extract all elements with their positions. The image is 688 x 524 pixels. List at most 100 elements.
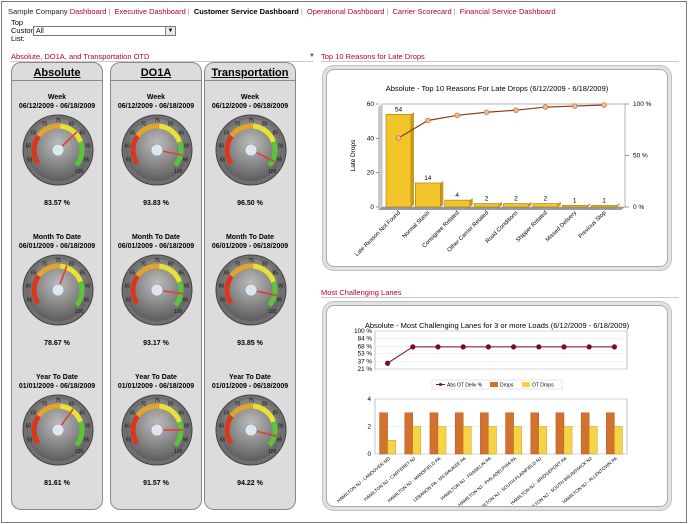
gauge-tick-label: 85 <box>178 130 184 136</box>
gauge-value: 93.85 % <box>237 340 263 347</box>
nav-financial-service-dashboard[interactable]: Financial Service Dashboard <box>459 7 556 16</box>
y2-tick-label: 100 % <box>633 101 652 108</box>
gauge-period: Year To Date <box>135 374 177 381</box>
gauge-band-yellow <box>59 123 83 143</box>
lane-y-tick-label: 53 % <box>358 351 373 358</box>
gauge: 55 60 65 70 75 80 85 90 95 100 <box>21 393 95 467</box>
gauge-tick-label: 55 <box>126 437 132 443</box>
breadcrumb-nav: Sample Company Dashboard | Executive Dash… <box>8 7 556 16</box>
gauge-tick-label: 85 <box>178 410 184 416</box>
gauge-tick-label: 55 <box>27 297 33 303</box>
gauge-tick-label: 100 <box>75 309 84 315</box>
gauge-hub <box>51 283 65 297</box>
gauge-tick-label: 100 <box>174 169 183 175</box>
gauge-tick-label: 60 <box>26 283 32 289</box>
gauge-band-yellow <box>252 123 276 143</box>
bar-value-label: 14 <box>424 175 432 182</box>
gauge-tick-label: 90 <box>278 423 284 429</box>
bar-side <box>528 201 532 207</box>
gauge-band-yellow <box>252 403 276 423</box>
bar <box>415 182 441 208</box>
bar-side <box>469 198 473 207</box>
gauge-value: 78.67 % <box>44 340 70 347</box>
customer-select[interactable]: All ▼ <box>33 26 176 36</box>
gauge-hub <box>150 423 164 437</box>
gauge-period: Week <box>47 94 67 101</box>
gauge-tick-label: 75 <box>154 398 160 404</box>
pareto-point <box>454 112 460 119</box>
lane-y-tick-label: 84 % <box>358 336 373 343</box>
gauge-tick-label: 100 <box>268 449 277 455</box>
nav-dashboard[interactable]: Dashboard <box>69 7 107 16</box>
gauge-tick-label: 75 <box>154 118 160 124</box>
gauge-tick-label: 55 <box>220 297 226 303</box>
gauge-tick-label: 95 <box>277 157 283 163</box>
section-divider <box>321 297 679 298</box>
lanes-chart: 100 %84 %68 %53 %37 %21 % Abs OT Deliv % D… <box>336 328 628 506</box>
category-label: Previous Stop <box>578 210 608 240</box>
chevron-down-icon[interactable]: ▼ <box>165 27 175 35</box>
gauge-dates: 06/12/2009 - 06/18/2009 <box>211 103 289 110</box>
nav-carrier-scorecard[interactable]: Carrier Scorecard <box>392 7 452 16</box>
bar-side <box>410 112 414 207</box>
gauge-tick-label: 55 <box>27 437 33 443</box>
gauge-tick-label: 90 <box>184 423 190 429</box>
category-label: Late Reason Not Found <box>354 210 402 258</box>
nav-operational-dashboard[interactable]: Operational Dashboard <box>306 7 385 16</box>
gauge-tick-label: 65 <box>31 410 37 416</box>
gauge-tick-label: 80 <box>168 121 174 127</box>
kpi-column-title: Absolute <box>33 67 81 79</box>
gauge-tick-label: 80 <box>168 401 174 407</box>
gauge: 55 60 65 70 75 80 85 90 95 100 <box>120 253 194 327</box>
gauge-tick-label: 60 <box>26 423 32 429</box>
gauge-tick-label: 85 <box>79 270 85 276</box>
gauge-tick-label: 70 <box>141 121 147 127</box>
gauge-tick-label: 80 <box>69 121 75 127</box>
kpi-column-divider <box>111 80 201 81</box>
gauge: 55 60 65 70 75 80 85 90 95 100 <box>120 393 194 467</box>
gauge-band-red <box>130 414 140 445</box>
bar <box>503 203 529 208</box>
lane-point <box>536 344 542 350</box>
bar-value-label: 2 <box>485 196 489 203</box>
kpi-column-1: DO1A Week 06/12/2009 - 06/18/2009 55 60 65 70 7… <box>110 62 202 510</box>
gauge-tick-label: 100 <box>268 309 277 315</box>
section-title-lanes: Most Challenging Lanes <box>321 288 402 297</box>
pareto-point <box>395 135 402 141</box>
gauge-tick-label: 60 <box>219 283 225 289</box>
nav-home[interactable]: Sample Company <box>8 7 68 16</box>
gauge-tick-label: 95 <box>84 297 90 303</box>
y-tick-label: 60 <box>367 101 375 108</box>
gauge-band-yellow <box>158 403 182 423</box>
gauge-band-orange <box>135 263 160 278</box>
bar-value-label: 2 <box>544 196 548 203</box>
section-collapse-icon[interactable]: ▼ <box>309 53 315 59</box>
gauge-tick-label: 100 <box>268 169 277 175</box>
bar-side <box>587 203 591 207</box>
bar-side <box>616 203 620 207</box>
ot-drops-bar <box>614 426 623 455</box>
gauge-band-orange <box>135 403 160 418</box>
gauge-tick-label: 60 <box>125 423 131 429</box>
bar-value-label: 2 <box>514 196 518 203</box>
gauge-tick-label: 80 <box>168 261 174 267</box>
legend-swatch <box>490 382 498 387</box>
bar-side <box>499 201 503 207</box>
gauge-band-orange <box>229 403 254 418</box>
gauge-dates: 06/12/2009 - 06/18/2009 <box>117 103 195 110</box>
gauge-band-red <box>130 274 140 305</box>
lane-y-tick-label: 37 % <box>358 358 373 365</box>
lane-point <box>561 344 567 350</box>
nav-executive-dashboard[interactable]: Executive Dashboard <box>114 7 186 16</box>
ot-drops-bar <box>538 426 548 455</box>
pareto-point <box>513 107 519 113</box>
gauge-dates: 01/01/2009 - 06/18/2009 <box>211 383 289 390</box>
customer-select-value: All <box>36 28 44 35</box>
ot-drops-bar <box>488 426 497 455</box>
section-title-late-drops: Top 10 Reasons for Late Drops <box>321 52 425 61</box>
gauge-tick-label: 65 <box>130 130 136 136</box>
nav-customer-service-dashboard[interactable]: Customer Service Dashboard <box>193 7 299 16</box>
